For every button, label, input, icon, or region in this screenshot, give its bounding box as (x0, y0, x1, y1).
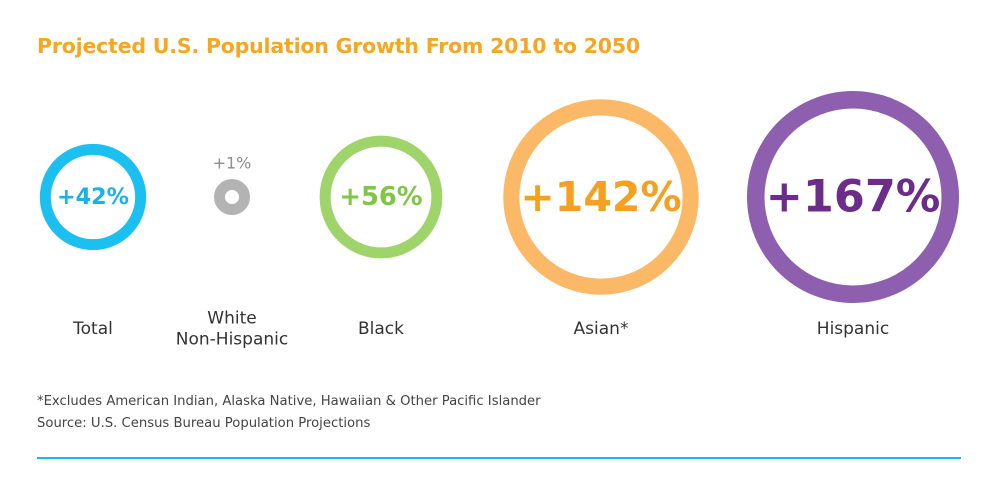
bubble-ring-3 (319, 135, 443, 259)
bubble-ring-2 (214, 179, 250, 215)
category-label-5: Hispanic (817, 319, 889, 339)
footnote-exclusions: *Excludes American Indian, Alaska Native… (37, 394, 541, 409)
category-label-3: Black (358, 319, 404, 339)
chart-title: Projected U.S. Population Growth From 20… (37, 34, 640, 58)
bubble-chart: +42% Total +1% White Non-Hispanic +56% Black +1… (39, 91, 959, 350)
category-label-1: Total (72, 319, 113, 339)
bubble-ring-5 (746, 91, 959, 303)
bubble-ring-1 (39, 143, 147, 251)
bottom-divider (37, 457, 961, 459)
value-label-5: +167% (766, 172, 941, 223)
value-label-4: +142% (520, 173, 681, 221)
bubble-ring-4 (503, 99, 699, 295)
value-label-3: +56% (339, 182, 422, 212)
value-label-1: +42% (57, 184, 129, 210)
value-label-2: +1% (213, 154, 252, 173)
category-label-4: Asian* (574, 319, 629, 339)
category-label-2: White Non-Hispanic (176, 309, 288, 350)
footnote-source: Source: U.S. Census Bureau Population Pr… (37, 416, 371, 431)
